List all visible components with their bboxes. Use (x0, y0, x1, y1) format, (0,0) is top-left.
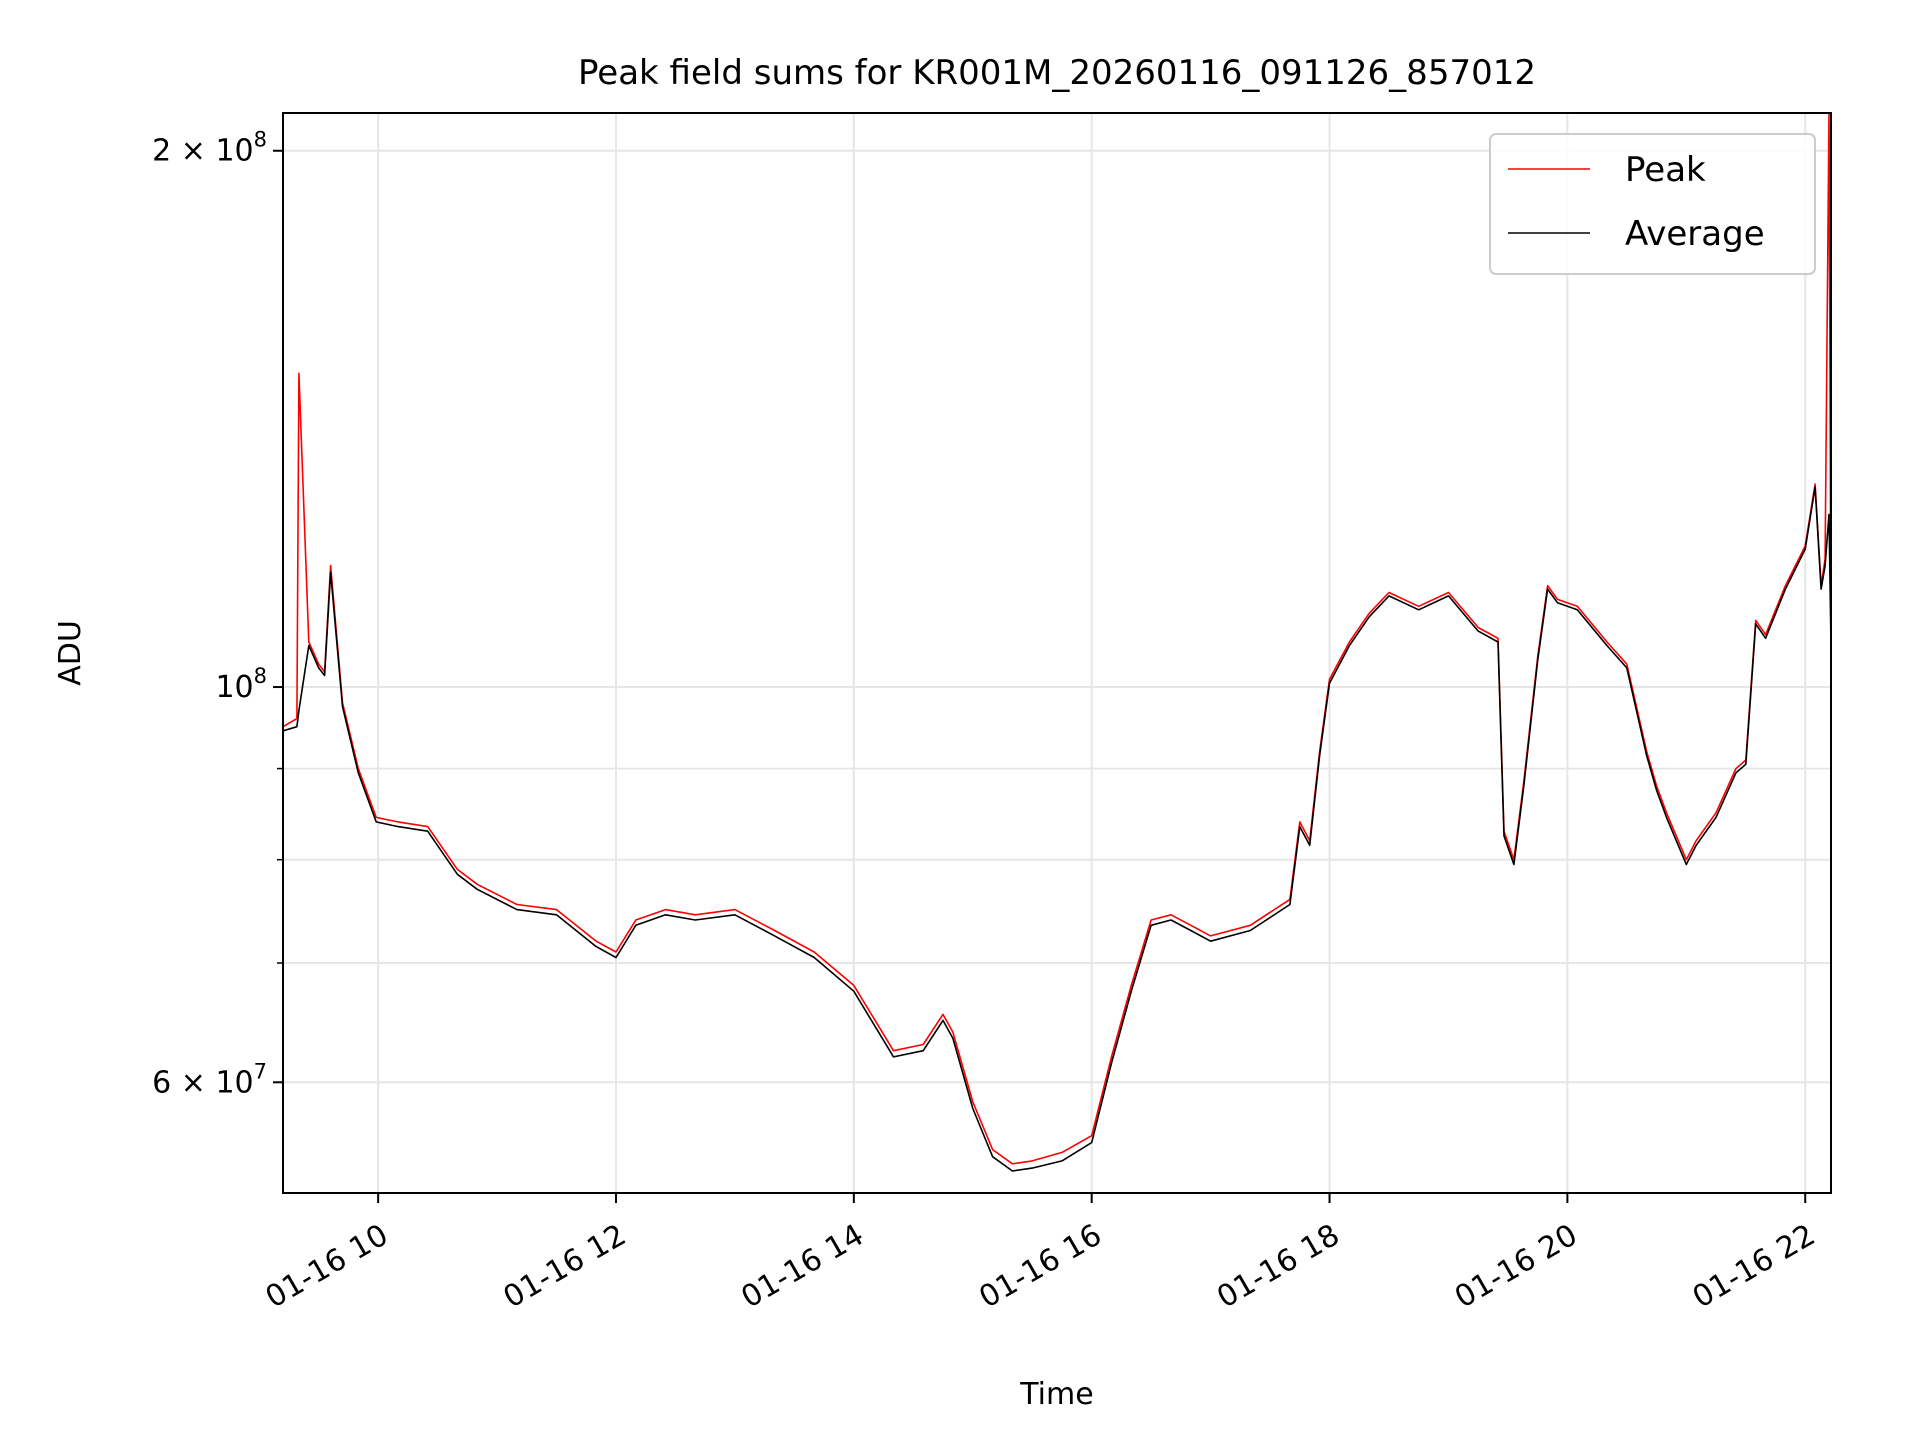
y-axis-label: ADU (53, 620, 88, 686)
series-line-average (283, 486, 1831, 1172)
y-tick-label: 2 × 108 (152, 128, 267, 169)
plot-frame (282, 112, 1832, 1194)
y-axis: 108 2 × 108 6 × 107 (152, 128, 283, 1100)
grid (283, 113, 1831, 1193)
legend-average-label: Average (1625, 214, 1765, 254)
plot-series (283, 113, 1831, 1172)
chart-title: Peak field sums for KR001M_20260116_0911… (578, 53, 1536, 93)
x-axis-label: Time (1019, 1377, 1093, 1412)
legend-peak-label: Peak (1625, 150, 1706, 190)
legend: Peak Average (1489, 133, 1816, 275)
y-tick-label: 6 × 107 (152, 1059, 267, 1100)
y-tick-label: 108 (215, 664, 267, 705)
series-line-peak (283, 113, 1831, 1165)
